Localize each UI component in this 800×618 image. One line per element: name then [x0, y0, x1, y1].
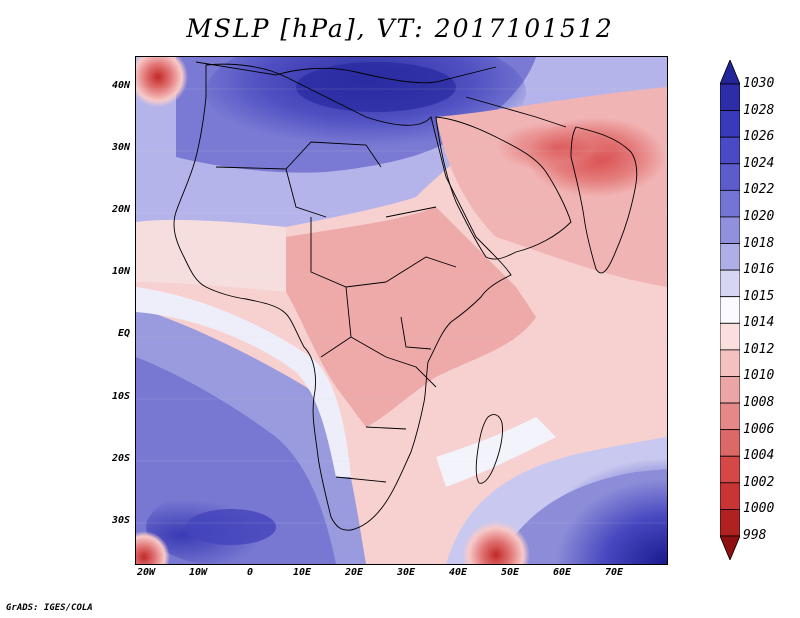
colorbar-swatch — [720, 216, 740, 244]
graticule — [136, 88, 667, 524]
colorbar-swatch — [720, 455, 740, 484]
lon-label: 60E — [552, 567, 572, 578]
colorbar-swatch — [720, 376, 740, 404]
coastlines — [173, 61, 638, 531]
colorbar-level-label: 1016 — [743, 262, 775, 278]
lon-label: 40E — [448, 567, 468, 578]
lon-label: 30E — [396, 567, 416, 578]
colorbar-level-label: 1024 — [743, 155, 775, 171]
lat-label: 20S — [111, 453, 130, 464]
colorbar-swatch — [720, 243, 740, 271]
colorbar-level-label: 1018 — [743, 235, 775, 251]
lon-label: 20E — [344, 567, 364, 578]
lat-label: EQ — [117, 328, 130, 339]
colorbar-swatch — [720, 163, 740, 191]
lon-label: 50E — [500, 567, 520, 578]
colorbar-level-label: 1028 — [743, 102, 775, 118]
lat-label: 30S — [111, 515, 130, 526]
colorbar-swatch — [720, 110, 740, 138]
colorbar-level-label: 1022 — [743, 182, 775, 198]
lat-label: 40N — [111, 80, 130, 91]
colorbar-level-label: 1006 — [743, 421, 775, 437]
colorbar-level-label: 1026 — [743, 129, 775, 145]
lat-label: 10N — [111, 266, 130, 277]
colorbar-level-label: 1008 — [743, 395, 775, 411]
colorbar-level-label: 1015 — [743, 288, 775, 304]
colorbar-swatch — [720, 482, 740, 510]
colorbar-swatch — [720, 136, 740, 165]
chart-title: MSLP [hPa], VT: 2017101512 — [186, 14, 614, 43]
colorbar-level-label: 1030 — [743, 76, 775, 91]
lon-label: 0 — [246, 567, 254, 578]
colorbar-cap-top — [720, 60, 740, 85]
colorbar-cap-bottom — [720, 535, 740, 560]
colorbar-swatch — [720, 349, 740, 377]
credit-text: GrADS: IGES/COLA — [6, 603, 93, 613]
colorbar-swatch — [720, 509, 740, 537]
lon-label: 10E — [292, 567, 312, 578]
colorbar-level-label: 1012 — [743, 341, 775, 357]
colorbar-swatch — [720, 189, 740, 218]
colorbar-level-label: 1014 — [743, 315, 775, 331]
colorbar-swatch — [720, 296, 740, 324]
colorbar-swatch — [720, 322, 740, 351]
pressure-map — [135, 56, 668, 565]
lon-label: 10W — [188, 567, 208, 578]
colorbar-level-label: 1004 — [743, 448, 775, 464]
lat-label: 10S — [111, 391, 130, 402]
colorbar-level-label: 1010 — [743, 368, 775, 384]
lat-label: 20N — [111, 204, 130, 215]
colorbar-level-label: 1020 — [743, 208, 775, 224]
colorbar — [720, 60, 740, 560]
colorbar-swatch — [720, 269, 740, 298]
colorbar-level-label: 998 — [743, 528, 767, 543]
lon-label: 20W — [136, 567, 156, 578]
colorbar-swatch — [720, 402, 740, 431]
colorbar-swatch — [720, 429, 740, 457]
map-canvas — [136, 57, 667, 564]
colorbar-swatch — [720, 83, 740, 111]
colorbar-level-label: 1002 — [743, 474, 775, 490]
lon-label: 70E — [604, 567, 624, 578]
lat-label: 30N — [111, 142, 130, 153]
colorbar-level-label: 1000 — [743, 501, 775, 517]
